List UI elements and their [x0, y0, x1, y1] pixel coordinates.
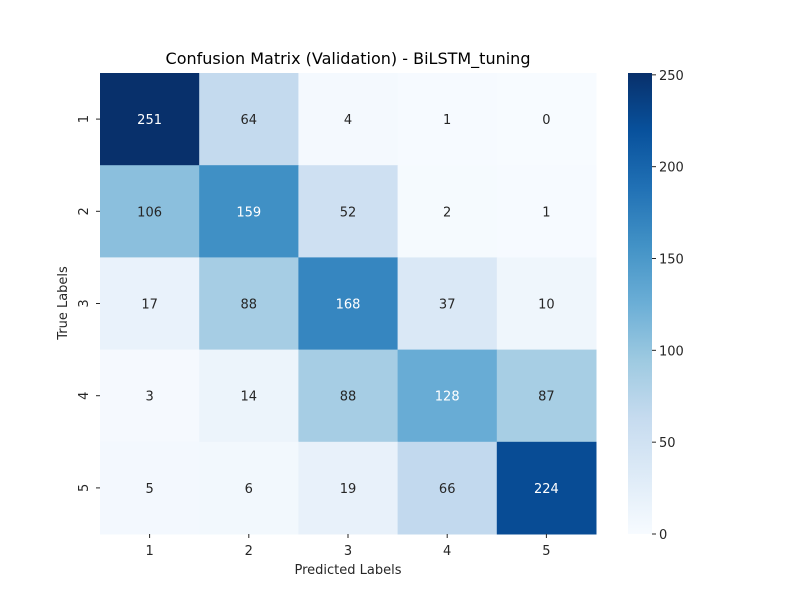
cell-value-label: 19 [340, 482, 357, 497]
cell-value-label: 10 [538, 298, 555, 313]
cell-value-label: 1 [542, 205, 550, 220]
heatmap-cell [199, 441, 299, 535]
cell-value-label: 3 [145, 390, 153, 405]
cell-value-label: 159 [236, 205, 261, 220]
cell-value-label: 1 [443, 113, 451, 128]
cell-value-label: 88 [241, 298, 258, 313]
x-axis-title: Predicted Labels [294, 563, 401, 578]
cell-value-label: 37 [439, 298, 456, 313]
x-tick-label: 1 [145, 544, 153, 559]
y-tick-label: 1 [77, 115, 92, 123]
heatmap-cell [298, 73, 399, 166]
colorbar-tick-label: 0 [659, 528, 667, 543]
y-tick-label: 4 [77, 392, 92, 400]
heatmap-cell [496, 73, 597, 166]
cell-value-label: 251 [137, 113, 162, 128]
y-tick-label: 3 [77, 299, 92, 307]
cell-value-label: 2 [443, 205, 451, 220]
cell-value-label: 106 [137, 205, 162, 220]
x-tick-label: 5 [542, 544, 550, 559]
heatmap-cell [298, 349, 399, 443]
cell-value-label: 17 [141, 298, 158, 313]
cell-value-label: 52 [340, 205, 357, 220]
cell-value-label: 6 [245, 482, 253, 497]
heatmap-cell [100, 165, 200, 258]
colorbar-tick-label: 200 [659, 161, 684, 176]
colorbar [628, 73, 652, 534]
colorbar-tick-label: 100 [659, 344, 684, 359]
x-tick-label: 4 [443, 544, 451, 559]
cell-value-label: 66 [439, 482, 456, 497]
heatmap-cell [199, 257, 299, 351]
chart-title: Confusion Matrix (Validation) - BiLSTM_t… [166, 49, 531, 69]
heatmap-cell [496, 257, 597, 351]
cell-value-label: 88 [340, 390, 357, 405]
colorbar-tick-label: 250 [659, 69, 684, 84]
heatmap-cell [100, 349, 200, 443]
heatmap-cell [298, 165, 399, 258]
colorbar-ticks: 0 50 100 150 200 250 [652, 69, 684, 543]
heatmap-cell [397, 73, 498, 166]
y-axis-title: True Labels [56, 266, 71, 341]
heatmap-cell [397, 257, 498, 351]
heatmap-cell [100, 257, 200, 351]
heatmap-cell [397, 349, 498, 443]
cell-value-label: 128 [435, 390, 460, 405]
heatmap-cell [397, 165, 498, 258]
cell-value-label: 4 [344, 113, 352, 128]
cell-value-label: 0 [542, 113, 550, 128]
heatmap-cell [397, 441, 498, 535]
cell-value-label: 5 [145, 482, 153, 497]
heatmap-cell [496, 349, 597, 443]
y-tick-label: 2 [77, 207, 92, 215]
x-tick-label: 3 [344, 544, 352, 559]
x-axis: 1 2 3 4 5 [145, 534, 551, 559]
cell-value-label: 224 [534, 482, 559, 497]
heatmap-cell [100, 73, 200, 166]
heatmap-cell [199, 73, 299, 166]
cell-value-label: 168 [336, 298, 361, 313]
heatmap-cell [298, 257, 399, 351]
y-tick-label: 5 [77, 484, 92, 492]
y-axis: 1 2 3 4 5 [77, 115, 100, 492]
cell-value-label: 64 [241, 113, 258, 128]
x-tick-label: 2 [245, 544, 253, 559]
heatmap-cell [496, 165, 597, 258]
cell-value-label: 14 [241, 390, 258, 405]
colorbar-tick-label: 50 [659, 436, 676, 451]
heatmap-cell [496, 441, 597, 535]
heatmap-cell [199, 349, 299, 443]
cell-value-label: 87 [538, 390, 555, 405]
heatmap-cell [298, 441, 399, 535]
colorbar-tick-label: 150 [659, 253, 684, 268]
heatmap-cell [199, 165, 299, 258]
heatmap-cell [100, 441, 200, 535]
